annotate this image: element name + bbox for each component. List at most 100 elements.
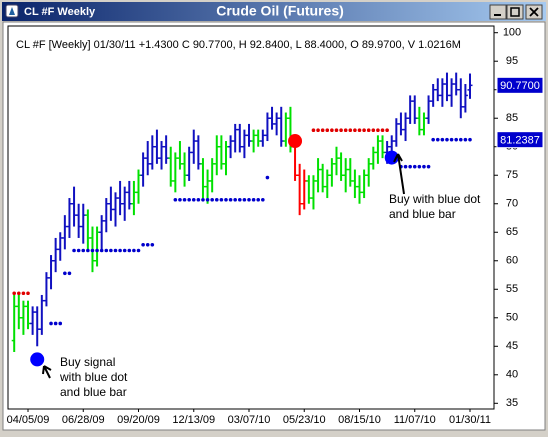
stop-dot (357, 128, 362, 132)
y-tick-label: 50 (506, 312, 518, 324)
stop-dot (449, 137, 454, 142)
y-tick-label: 85 (506, 112, 518, 124)
stop-dot (228, 197, 233, 202)
info-line: CL #F [Weekly] 01/30/11 +1.4300 C 90.770… (16, 39, 461, 51)
stop-dot (408, 164, 412, 169)
stop-dot (118, 248, 122, 253)
stop-dot (435, 137, 440, 142)
stop-dot (49, 321, 53, 326)
stop-dot (182, 197, 187, 202)
stop-dot (362, 128, 366, 132)
y-tick-label: 100 (503, 27, 521, 39)
x-tick-label: 08/15/10 (338, 414, 381, 426)
stop-dot (178, 197, 182, 202)
stop-dot (237, 197, 242, 202)
stop-dot (67, 271, 72, 276)
y-tick-label: 45 (506, 340, 518, 352)
stop-dot (150, 242, 155, 247)
x-tick-label: 05/23/10 (283, 414, 326, 426)
annotation-text: and blue bar (389, 207, 456, 221)
stop-dot (136, 248, 141, 253)
y-tick-label: 35 (506, 397, 518, 409)
maximize-button[interactable] (506, 4, 524, 20)
stop-dot (233, 197, 237, 202)
stop-dot (17, 291, 21, 296)
stop-dot (320, 128, 325, 132)
stop-dot (417, 164, 422, 169)
y-tick-label: 60 (506, 255, 518, 267)
stop-dot (224, 197, 228, 202)
stop-dot (385, 128, 389, 132)
stop-dot (90, 248, 95, 253)
stop-dot (219, 197, 224, 202)
stop-dot (380, 128, 385, 132)
price-label: 90.7700 (500, 80, 540, 92)
close-glyph (529, 7, 539, 17)
stop-dot (214, 197, 219, 202)
x-tick-label: 09/20/09 (117, 414, 160, 426)
x-tick-label: 01/30/11 (449, 414, 491, 426)
stop-dot (141, 242, 145, 247)
chart-title: Crude Oil (Futures) (216, 3, 344, 19)
y-tick-label: 95 (506, 55, 518, 67)
stop-dot (127, 248, 132, 253)
annotation-text: with blue dot (59, 370, 128, 384)
window-title: CL #F Weekly (24, 6, 96, 18)
stop-dot (247, 197, 251, 202)
maximize-glyph (510, 7, 520, 17)
stop-dot (458, 137, 463, 142)
stop-dot (12, 291, 17, 296)
y-tick-label: 75 (506, 169, 518, 181)
stop-dot (187, 197, 191, 202)
y-tick-label: 65 (506, 226, 518, 238)
stop-dot (445, 137, 449, 142)
stop-dot (173, 197, 178, 202)
y-tick-label: 40 (506, 369, 518, 381)
stop-dot (21, 291, 26, 296)
stop-dot (122, 248, 127, 253)
signal-marker (288, 134, 303, 149)
y-tick-label: 70 (506, 198, 518, 210)
stop-dot (426, 164, 431, 169)
stop-dot (145, 242, 150, 247)
stop-dot (191, 197, 196, 202)
stop-dot (261, 197, 265, 202)
x-tick-label: 11/07/10 (394, 414, 436, 426)
stop-dot (343, 128, 348, 132)
stop-dot (104, 248, 109, 253)
window-icon-mark (9, 7, 15, 15)
x-tick-label: 12/13/09 (172, 414, 215, 426)
stop-dot (72, 248, 76, 253)
title-bar (2, 2, 546, 21)
stop-dot (113, 248, 118, 253)
window-buttons[interactable] (489, 4, 543, 20)
signal-marker (30, 352, 45, 367)
stop-dot (311, 128, 316, 132)
x-tick-label: 03/07/10 (228, 414, 271, 426)
stop-dot (431, 137, 435, 142)
stop-dot (210, 197, 214, 202)
stop-dot (366, 128, 371, 132)
stop-dot (376, 128, 380, 132)
stop-dot (86, 248, 90, 253)
minimize-button[interactable] (489, 4, 507, 20)
stop-dot (81, 248, 86, 253)
stop-dot (265, 175, 270, 180)
stop-dot (53, 321, 58, 326)
stop-dot (205, 197, 210, 202)
stop-dot (334, 128, 339, 132)
stop-dot (403, 164, 408, 169)
stop-dot (454, 137, 458, 142)
price-label-box (496, 76, 544, 94)
stop-dot (353, 128, 357, 132)
stop-dot (256, 197, 261, 202)
annotation-arrow (42, 365, 52, 379)
stop-dot (371, 128, 376, 132)
stop-dot (95, 248, 99, 253)
stop-dot (325, 128, 330, 132)
stop-dot (201, 197, 205, 202)
stop-dot (339, 128, 343, 132)
y-tick-label: 55 (506, 283, 518, 295)
stop-dot (63, 271, 67, 276)
